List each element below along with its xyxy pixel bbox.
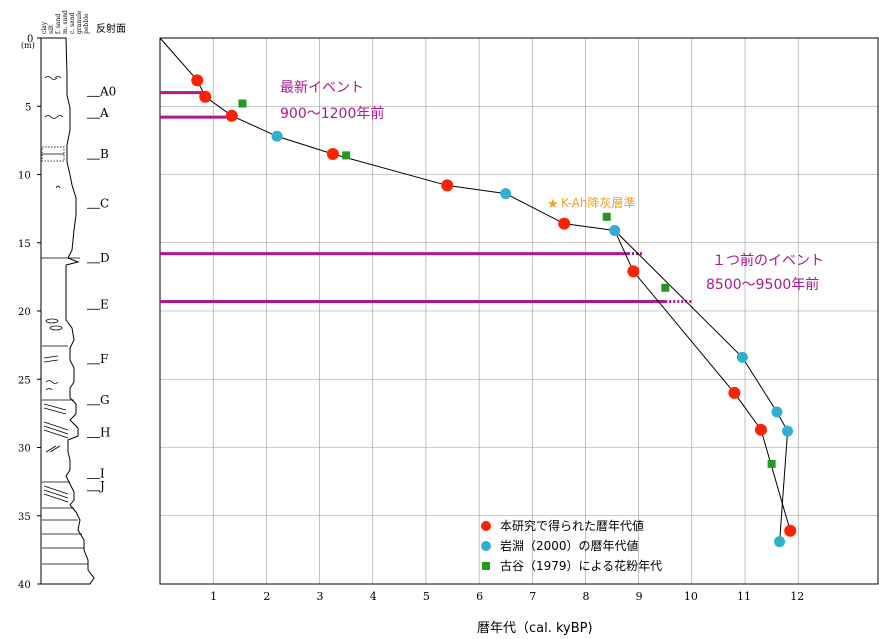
point-iwabuchi	[782, 425, 794, 437]
point-this-study	[441, 179, 454, 192]
x-tick-label: 11	[737, 590, 751, 603]
point-this-study	[191, 74, 204, 87]
depth-tick-label: 25	[18, 375, 31, 386]
lithology-sedimentary-marks	[41, 76, 88, 565]
reflector-label: F	[100, 352, 108, 366]
previous-event-range: 8500～9500年前	[706, 276, 819, 293]
grain-size-labels: clay silt f. sand m. sand c. sand granule pebb…	[41, 10, 90, 34]
previous-event-title: １つ前のイベント	[712, 252, 824, 269]
grain-size-label: silt	[48, 24, 55, 34]
reflector-label: A0	[99, 84, 116, 98]
point-this-study	[225, 109, 238, 122]
depth-tick-label: 20	[18, 307, 31, 318]
point-this-study	[558, 217, 571, 230]
reflector-label: C	[100, 196, 109, 210]
age-depth-curves	[159, 37, 791, 542]
data-points	[191, 74, 797, 548]
legend-marker-blue	[481, 541, 491, 551]
grain-size-label: pebble	[83, 13, 90, 34]
depth-tick-label: 40	[18, 580, 31, 591]
reflector-title: 反射面	[96, 23, 126, 35]
reflector-label: A	[99, 106, 109, 120]
x-tick-label: 2	[263, 590, 270, 603]
point-iwabuchi	[271, 130, 283, 142]
legend: 本研究で得られた暦年代値 岩淵（2000）の暦年代値 古谷（1979）による花粉…	[481, 518, 662, 573]
point-iwabuchi	[736, 351, 748, 363]
grain-size-label: f. sand	[55, 14, 62, 34]
x-tick-label: 12	[790, 590, 804, 603]
reflector-label: J	[98, 479, 105, 493]
point-this-study	[627, 265, 640, 278]
reflector-label: E	[100, 297, 109, 311]
age-depth-curve-upper	[159, 37, 615, 231]
point-this-study	[784, 524, 797, 537]
depth-tick-label: 10	[18, 171, 31, 182]
age-depth-curve-branch-a	[614, 230, 791, 531]
reflector-label: I	[100, 467, 105, 481]
x-tick-labels: 1 2 3 4 5 6 7 8 9 10 11 12	[210, 590, 804, 603]
depth-tick-label: 5	[25, 102, 31, 113]
grain-size-label: c. sand	[69, 12, 76, 34]
point-pollen-age	[602, 212, 611, 221]
latest-event-title: 最新イベント	[280, 80, 364, 96]
x-tick-label: 4	[370, 590, 377, 603]
x-tick-label: 6	[476, 590, 483, 603]
x-axis-label: 暦年代（cal. kyBP)	[477, 621, 593, 636]
lithology-profile	[41, 37, 95, 585]
grain-size-label: granule	[76, 10, 83, 34]
x-tick-label: 5	[423, 590, 430, 603]
x-tick-label: 8	[582, 590, 589, 603]
chart-area: 1 2 3 4 5 6 7 8 9 10 11 12 最新イベント 900～1200年前 １つ前のイベ…	[159, 37, 879, 636]
x-tick-label: 7	[529, 590, 536, 603]
point-this-study	[728, 386, 741, 399]
grain-size-label: m. sand	[62, 10, 69, 34]
reflector-label: G	[100, 393, 110, 407]
legend-label-3: 古谷（1979）による花粉年代	[500, 558, 662, 573]
point-pollen-age	[767, 459, 776, 468]
point-this-study	[199, 90, 212, 103]
x-tick-label: 10	[684, 590, 698, 603]
gridlines	[160, 38, 878, 584]
point-iwabuchi	[771, 406, 783, 418]
depth-tick-label: 30	[18, 444, 31, 455]
legend-marker-green	[482, 562, 490, 570]
depth-tick-label: 15	[18, 239, 31, 250]
x-tick-label: 9	[636, 590, 643, 603]
legend-label-2: 岩淵（2000）の暦年代値	[500, 538, 639, 553]
reflector-markers: A0 A B C D E F G H IJ	[87, 84, 116, 493]
event-lines	[160, 91, 692, 303]
point-iwabuchi	[609, 224, 621, 236]
x-tick-label: 1	[210, 590, 217, 603]
x-tick-label: 3	[317, 590, 324, 603]
point-iwabuchi	[774, 536, 786, 548]
depth-ticks: 0 5 10 15 20 25 30 35 40	[18, 34, 41, 591]
reflector-label: D	[100, 251, 110, 265]
stratigraphic-column: (m) clay silt f. sand m. sand c. sand granule…	[18, 10, 126, 591]
depth-tick-label: 0	[27, 34, 33, 45]
point-pollen-age	[661, 283, 670, 292]
grain-size-label: clay	[41, 21, 48, 34]
legend-label-1: 本研究で得られた暦年代値	[500, 518, 644, 533]
point-pollen-age	[238, 99, 247, 108]
star-icon: ★	[547, 197, 559, 212]
depth-tick-label: 35	[18, 512, 31, 523]
point-this-study	[754, 423, 767, 436]
reflector-label: B	[100, 147, 109, 161]
latest-event-range: 900～1200年前	[280, 105, 384, 122]
depth-unit-label: (m)	[21, 41, 35, 50]
point-pollen-age	[342, 151, 351, 160]
point-this-study	[326, 148, 339, 161]
kah-label: K-Ah降灰層準	[561, 195, 636, 210]
point-iwabuchi	[500, 188, 512, 200]
reflector-label: H	[100, 426, 110, 440]
legend-marker-red	[481, 521, 491, 531]
plot-frame	[159, 37, 879, 585]
